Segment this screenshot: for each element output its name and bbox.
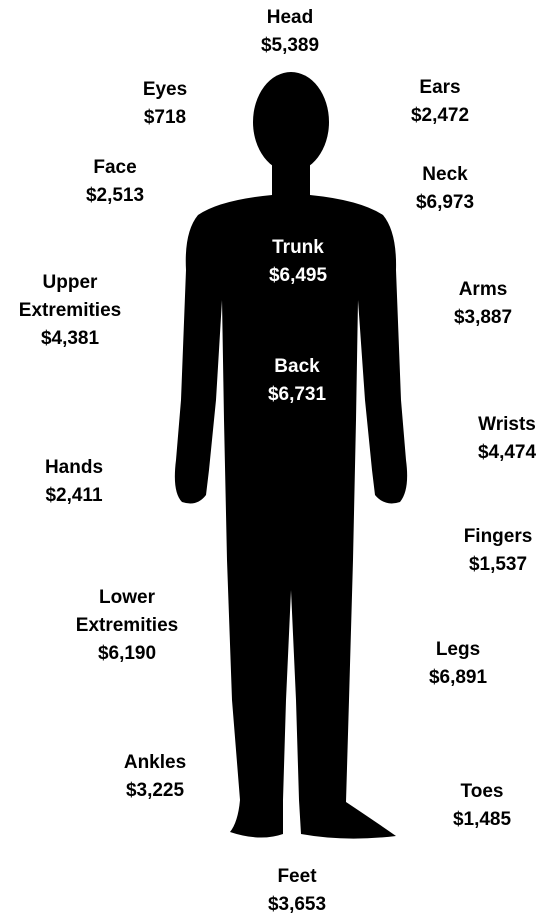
part-name: Ankles [95,749,215,777]
part-name: Arms [423,276,543,304]
part-amount: $2,472 [380,102,500,130]
part-name: Trunk [238,234,358,262]
part-amount: $3,653 [237,891,357,918]
part-name: Lower Extremities [65,584,190,640]
body-part-label: Upper Extremities$4,381 [8,269,133,353]
body-part-label: Ears$2,472 [380,74,500,130]
part-amount: $4,474 [468,439,546,467]
part-amount: $6,891 [398,664,518,692]
body-part-label: Legs$6,891 [398,636,518,692]
body-part-label: Back$6,731 [237,353,357,409]
part-name: Back [237,353,357,381]
part-amount: $1,537 [450,551,546,579]
body-part-label: Trunk$6,495 [238,234,358,290]
part-amount: $5,389 [230,32,350,60]
part-name: Wrists [468,411,546,439]
part-amount: $6,495 [238,262,358,290]
body-part-label: Neck$6,973 [385,161,505,217]
part-amount: $718 [105,104,225,132]
part-name: Face [55,154,175,182]
part-amount: $6,973 [385,189,505,217]
body-part-label: Feet$3,653 [237,863,357,918]
body-part-label: Face$2,513 [55,154,175,210]
part-amount: $1,485 [422,806,542,834]
part-name: Toes [422,778,542,806]
part-name: Head [230,4,350,32]
part-amount: $4,381 [8,325,133,353]
part-amount: $6,190 [65,640,190,668]
part-name: Upper Extremities [8,269,133,325]
part-name: Fingers [450,523,546,551]
part-name: Hands [14,454,134,482]
body-part-label: Toes$1,485 [422,778,542,834]
part-amount: $3,225 [95,777,215,805]
head-shape [253,72,329,172]
part-amount: $6,731 [237,381,357,409]
body-part-label: Eyes$718 [105,76,225,132]
part-amount: $2,411 [14,482,134,510]
part-amount: $3,887 [423,304,543,332]
body-part-label: Lower Extremities$6,190 [65,584,190,668]
part-name: Feet [237,863,357,891]
part-name: Eyes [105,76,225,104]
part-name: Neck [385,161,505,189]
part-name: Ears [380,74,500,102]
body-part-label: Wrists$4,474 [468,411,546,467]
part-name: Legs [398,636,518,664]
body-part-label: Head$5,389 [230,4,350,60]
body-part-label: Arms$3,887 [423,276,543,332]
body-diagram: Head$5,389Eyes$718 Ears$2,472 Face$2,513 Ne… [0,0,546,918]
body-part-label: Ankles$3,225 [95,749,215,805]
body-part-label: Hands$2,411 [14,454,134,510]
part-amount: $2,513 [55,182,175,210]
body-part-label: Fingers$1,537 [450,523,546,579]
